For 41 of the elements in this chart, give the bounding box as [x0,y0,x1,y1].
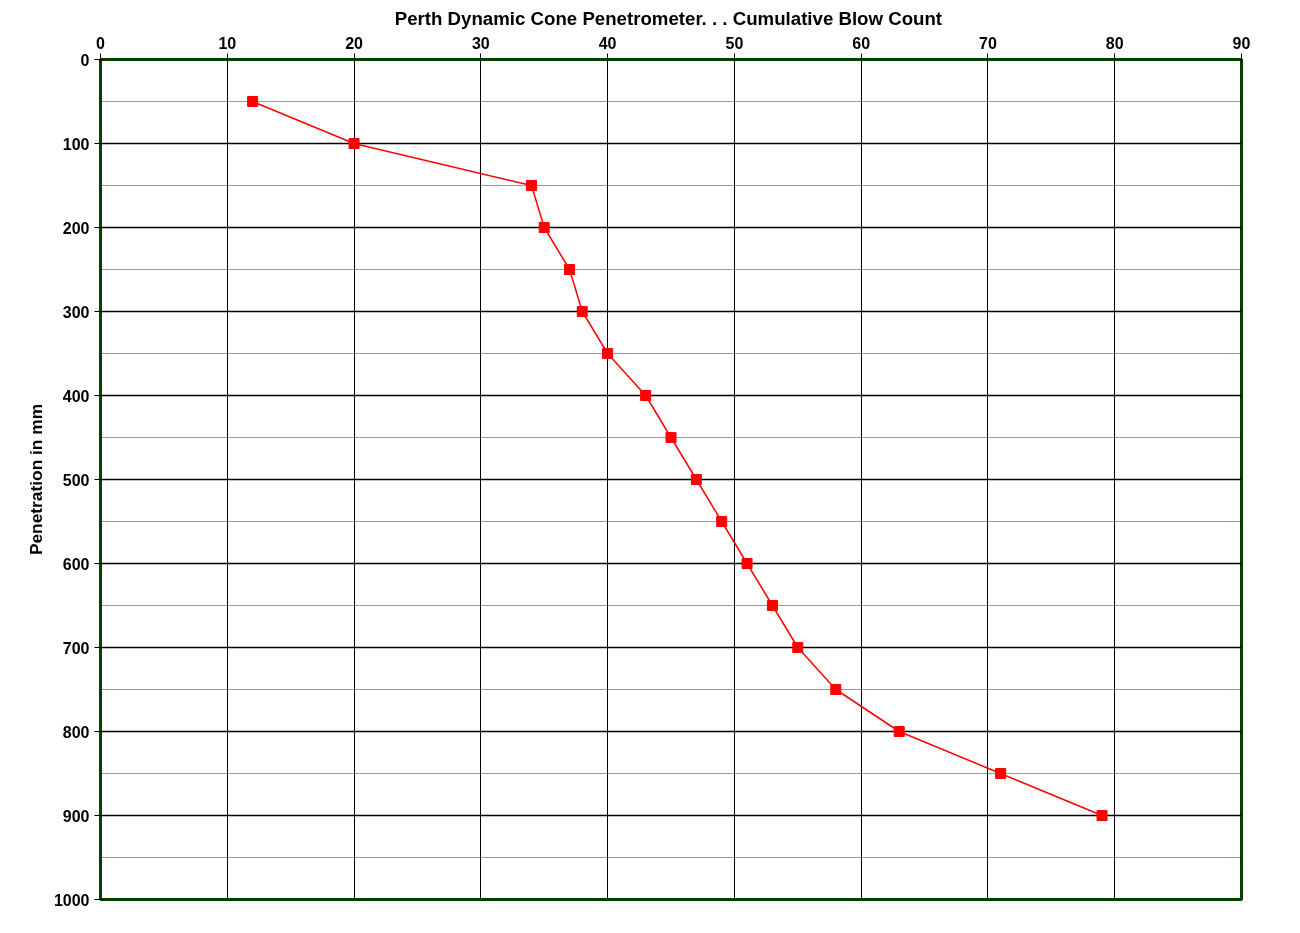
y-tick-label: 600 [62,555,90,573]
point [830,684,842,695]
point [792,642,804,653]
x-tick-label: 10 [218,34,237,52]
chart-title: Perth Dynamic Cone Penetrometer. . . Cumulative Blow Count [394,7,943,29]
x-tick-label: 60 [852,34,871,52]
y-tick-label: 200 [62,219,90,237]
x-tick-label: 30 [471,34,490,52]
y-tick-label: 700 [62,639,90,657]
point [1096,810,1108,821]
point [348,138,360,149]
point [602,348,614,359]
point [665,432,677,443]
point [526,180,538,191]
y-tick-label: 0 [80,51,90,69]
y-tick-label: 500 [62,471,90,489]
point [766,600,778,611]
point [576,306,588,317]
point [247,96,259,107]
point [640,390,652,401]
y-tick-label: 800 [62,723,90,741]
y-tick-label: 900 [62,807,90,825]
x-tick-label: 40 [598,34,617,52]
x-tick-label: 80 [1105,34,1124,52]
point [690,474,702,485]
x-tick-label: 70 [979,34,997,52]
y-tick-label: 400 [62,387,90,405]
y-axis-title: Penetration in mm [25,403,46,556]
y-tick-label: 300 [62,303,90,321]
point [893,726,905,737]
point [564,264,576,275]
x-tick-label: 0 [96,34,106,52]
point [995,768,1007,779]
point [716,516,728,527]
y-tick-label: 100 [62,135,90,153]
x-tick-label: 90 [1232,34,1251,52]
y-tick-label: 1000 [53,891,90,909]
point [741,558,753,569]
x-tick-label: 50 [725,34,744,52]
x-tick-label: 20 [345,34,364,52]
point [538,222,550,233]
